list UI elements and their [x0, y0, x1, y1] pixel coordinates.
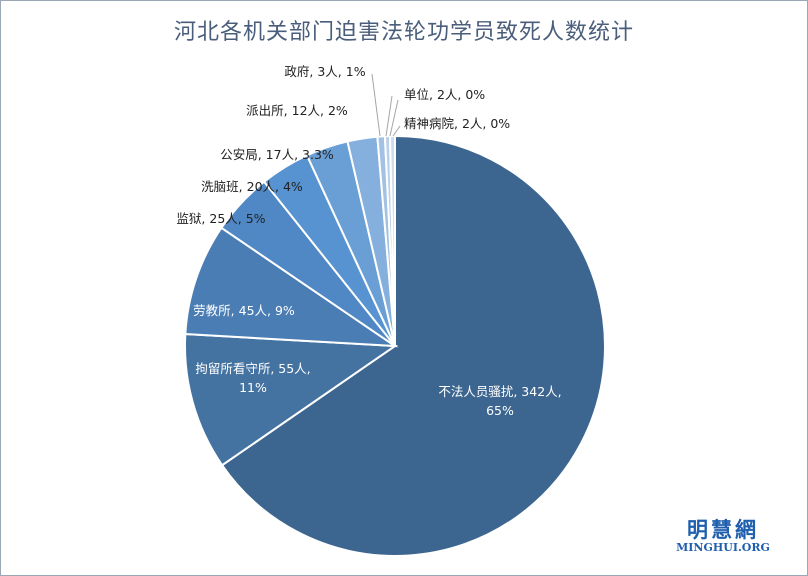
data-label-psychiatric-hospital: 精神病院, 2人, 0% [404, 116, 510, 131]
pie-slice-1 [183, 332, 398, 467]
data-label-public-security-bureau: 公安局, 17人, 3.3% [220, 147, 334, 162]
data-label-government: 政府, 3人, 1% [284, 64, 365, 79]
data-label-brainwashing-class: 洗脑班, 20人, 4% [201, 179, 303, 194]
data-label-harassment: 不法人员骚扰, 342人, [438, 384, 561, 399]
leader-line-government [371, 73, 381, 137]
data-label-police-station: 派出所, 12人, 2% [246, 103, 348, 118]
data-label-detention-center: 拘留所看守所, 55人, [195, 361, 310, 376]
leader-line-psychiatric-hospital [392, 125, 401, 137]
chart-title: 河北各机关部门迫害法轮功学员致死人数统计 [173, 20, 634, 45]
watermark-logo: 明慧網 [687, 518, 759, 542]
leader-line-workplace [385, 95, 393, 137]
data-labels: 不法人员骚扰, 342人, 65% 拘留所看守所, 55人, 11% 劳教所, … [176, 64, 561, 418]
watermark-domain: MINGHUI.ORG [676, 541, 770, 554]
pie-slice-9 [388, 134, 396, 347]
leader-line-workplace-2 [389, 99, 399, 137]
pie-slice-0 [220, 134, 606, 557]
data-label-labor-camp: 劳教所, 45人, 9% [193, 303, 295, 318]
data-label-prison: 监狱, 25人, 5% [176, 211, 265, 226]
pie-slices [183, 134, 606, 557]
pie-slice-2 [184, 226, 399, 348]
data-label-detention-center-percent: 11% [239, 380, 267, 395]
data-label-workplace: 单位, 2人, 0% [404, 87, 485, 102]
leader-lines [371, 73, 401, 137]
data-label-harassment-percent: 65% [486, 403, 514, 418]
